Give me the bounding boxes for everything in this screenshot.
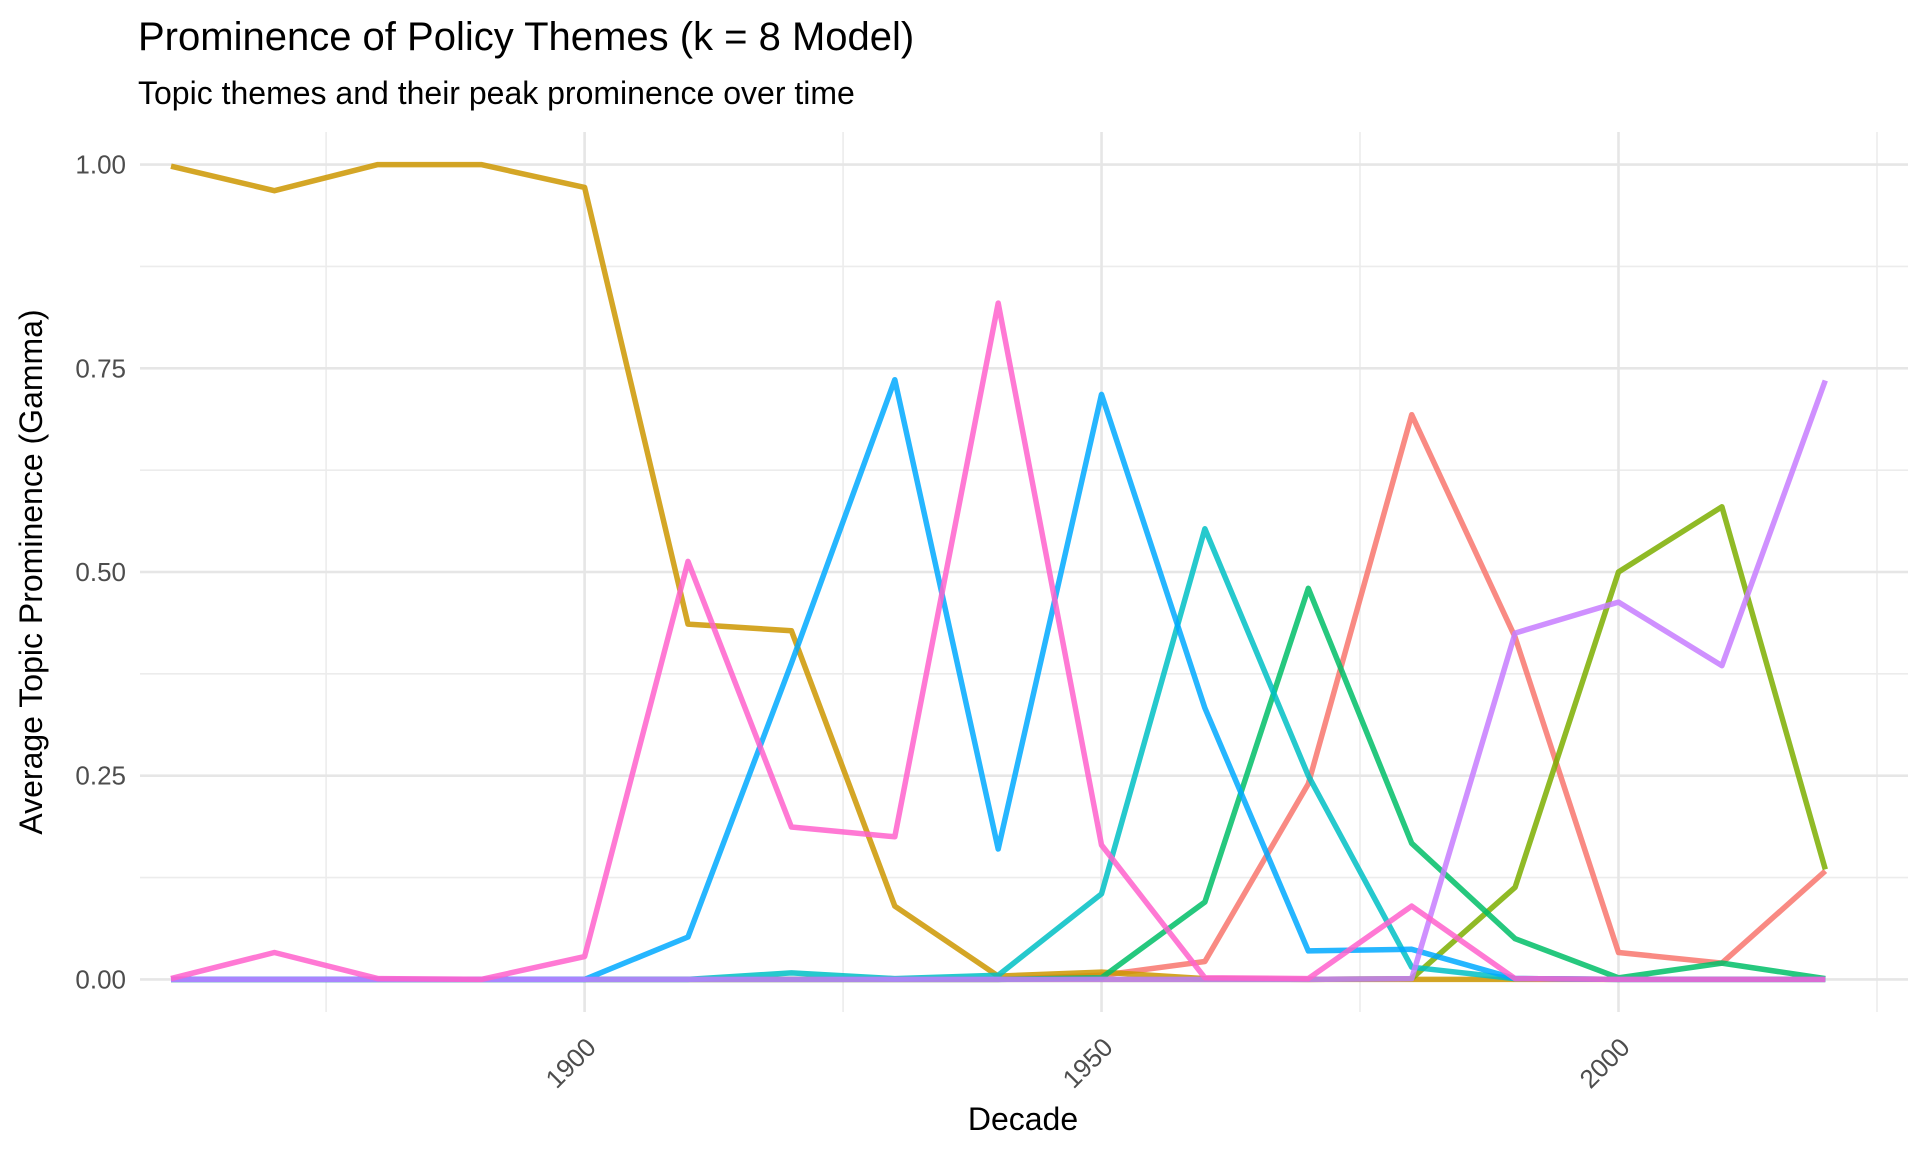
series-lines: [170, 161, 1828, 983]
gridlines: [140, 132, 1908, 1012]
series-line-4: [171, 585, 1826, 983]
chart-title: Prominence of Policy Themes (k = 8 Model…: [138, 15, 914, 59]
series-line-8: [170, 300, 1826, 983]
y-tick-label: 0.25: [75, 761, 126, 791]
chart-subtitle: Topic themes and their peak prominence o…: [138, 75, 855, 111]
y-tick-label: 0.50: [75, 557, 126, 587]
series-line-3: [171, 504, 1828, 983]
y-tick-label: 1.00: [75, 150, 126, 180]
y-tick-label: 0.75: [75, 353, 126, 383]
x-tick-label: 2000: [1574, 1032, 1636, 1094]
y-tick-label: 0.00: [75, 964, 126, 994]
y-axis-title: Average Topic Prominence (Gamma): [13, 309, 49, 834]
x-axis-title: Decade: [968, 1101, 1078, 1137]
x-tick-label: 1950: [1057, 1032, 1119, 1094]
x-tick-label: 1900: [540, 1032, 602, 1094]
series-line-5: [171, 526, 1826, 983]
